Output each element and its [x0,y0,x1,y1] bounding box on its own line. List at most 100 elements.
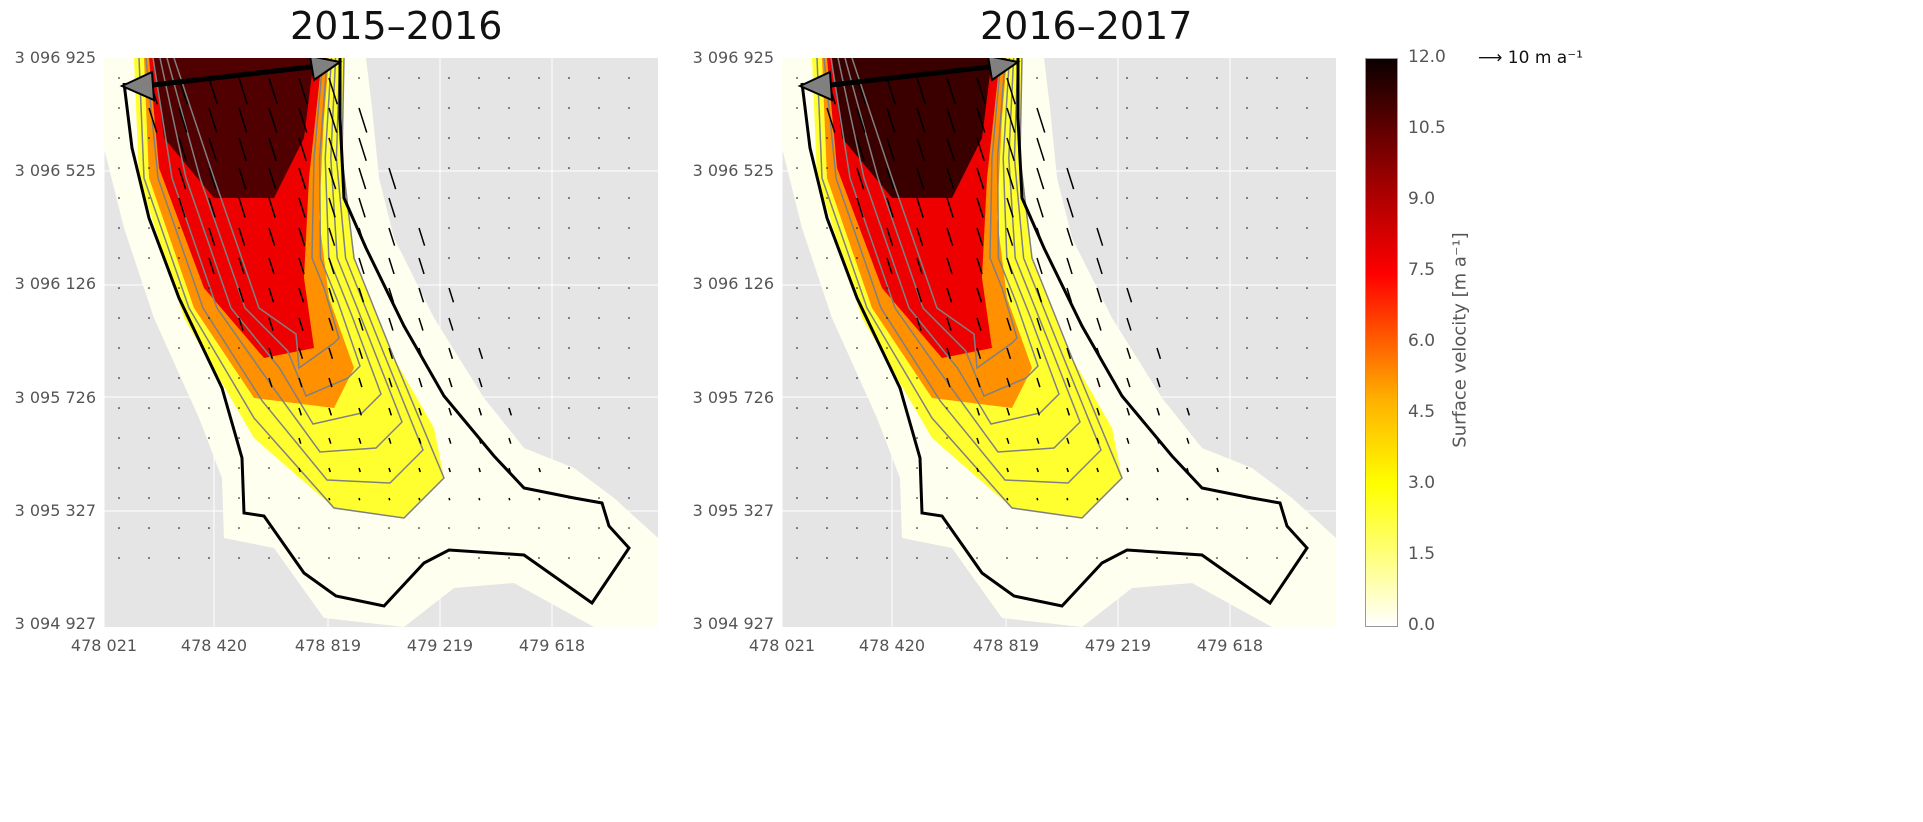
quiver-dot [208,497,210,499]
quiver-dot [1306,137,1308,139]
quiver-arrow [298,257,305,275]
quiver-arrow [826,107,836,133]
quiver-dot [916,467,918,469]
quiver-dot [946,467,948,469]
quiver-dot [1246,317,1248,319]
quiver-arrow [268,317,274,331]
quiver-dot [628,347,630,349]
quiver-arrow [238,107,248,133]
quiver-dot [1246,557,1248,559]
quiver-dot [916,527,918,529]
quiver-dot [1216,227,1218,229]
quiver-dot [1306,377,1308,379]
quiver-dot [1126,107,1128,109]
quiver-dot [1306,497,1308,499]
quiver-dot [358,557,360,559]
velocity-map-2016-2017 [782,58,1336,627]
quiver-dot [1186,107,1188,109]
quiver-dot [1276,407,1278,409]
quiver-dot [826,257,828,259]
quiver-dot [856,557,858,559]
colorbar-tick-label: 12.0 [1408,47,1446,67]
quiver-dot [796,227,798,229]
quiver-dot [1066,107,1068,109]
quiver-dot [916,377,918,379]
quiver-dot [796,377,798,379]
quiver-arrow [1066,197,1074,218]
quiver-dot [628,77,630,79]
quiver-arrow [328,377,333,388]
quiver-dot [448,107,450,109]
quiver-dot [886,377,888,379]
quiver-arrow [946,347,952,360]
quiver-dot [508,317,510,319]
quiver-arrow [1186,437,1190,444]
quiver-dot [268,557,270,559]
y-tick-label: 3 096 525 [692,161,774,181]
quiver-dot [598,527,600,529]
quiver-dot [856,497,858,499]
quiver-dot [118,197,120,199]
quiver-arrow [298,347,304,360]
quiver-dot [1276,77,1278,79]
quiver-dot [148,287,150,289]
quiver-arrow [208,257,215,275]
quiver-dot [568,107,570,109]
quiver-dot [388,77,390,79]
profile-arrowhead-right-icon [309,58,343,82]
quiver-dot [478,287,480,289]
quiver-arrow [1006,227,1014,246]
quiver-arrow [388,347,394,360]
quiver-arrow [946,227,954,246]
quiver-arrow [1216,497,1219,501]
quiver-arrow [268,197,276,218]
quiver-arrow [1036,197,1044,218]
quiver-dot [826,287,828,289]
quiver-dot [946,497,948,499]
quiver-dot [328,557,330,559]
quiver-dot [796,557,798,559]
y-tick-label: 3 095 726 [14,387,96,407]
quiver-dot [1036,77,1038,79]
quiver-dot [208,527,210,529]
quiver-dot [538,167,540,169]
quiver-dot [598,137,600,139]
quiver-arrow [1096,287,1103,303]
quiver-arrow [976,167,985,190]
x-tick-label: 479 219 [1084,636,1152,655]
quiver-arrow [298,377,303,388]
quiver-dot [328,527,330,529]
colorbar-tick-label: 3.0 [1408,473,1436,493]
quiver-dot [538,557,540,559]
quiver-arrow [298,107,308,133]
quiver-arrow [1126,377,1131,388]
quiver-dot [1126,197,1128,199]
quiver-dot [886,407,888,409]
quiver-dot [1126,137,1128,139]
quiver-dot [238,527,240,529]
quiver-dot [796,497,798,499]
quiver-dot [118,347,120,349]
quiver-dot [628,227,630,229]
colorbar-tick-label: 10.5 [1408,118,1446,138]
quiver-dot [148,197,150,199]
quiver-dot [886,287,888,289]
quiver-dot [298,557,300,559]
quiver-dot [388,527,390,529]
quiver-arrow [1126,407,1131,416]
quiver-arrow [298,317,304,331]
quiver-arrow [1096,437,1100,444]
quiver-arrow [508,407,513,416]
quiver-dot [1126,527,1128,529]
quiver-arrow [1036,287,1043,303]
colorbar-tick-label: 1.5 [1408,544,1436,564]
quiver-arrow [538,467,541,473]
quiver-dot [1156,557,1158,559]
quiver-arrow [946,77,956,105]
quiver-arrow [1036,107,1046,133]
y-tick-label: 3 096 126 [14,274,96,294]
quiver-arrow [856,197,864,218]
quiver-arrow [298,437,302,444]
quiver-dot [418,197,420,199]
velocity-map-2015-2016 [104,58,658,627]
